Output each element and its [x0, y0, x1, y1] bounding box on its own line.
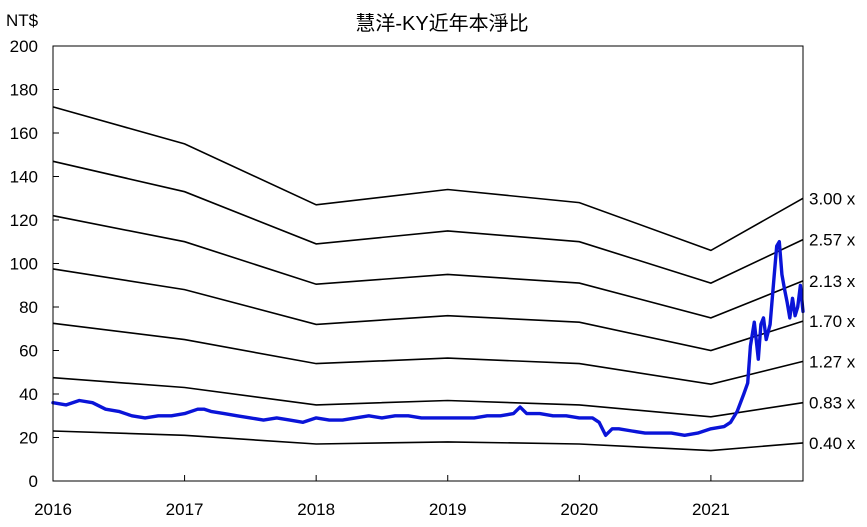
pb-band-line-3 [52, 268, 804, 352]
y-axis-unit-label: NT$ [6, 11, 39, 30]
price-line [51, 240, 805, 437]
x-tick-label: 2019 [429, 500, 467, 519]
x-tick-label: 2018 [297, 500, 335, 519]
x-tick-label: 2020 [560, 500, 598, 519]
plot-frame [52, 45, 804, 482]
x-tick-label: 2017 [166, 500, 204, 519]
pb-band-line-4 [52, 322, 804, 386]
pb-band-line-0 [52, 106, 804, 252]
y-tick-label: 140 [10, 168, 38, 187]
band-label-0: 3.00 x [809, 189, 856, 208]
y-tick-label: 180 [10, 81, 38, 100]
y-tick-label: 40 [19, 385, 38, 404]
band-label-3: 1.70 x [809, 312, 856, 331]
y-tick-label: 160 [10, 124, 38, 143]
y-tick-label: 20 [19, 429, 38, 448]
band-label-6: 0.40 x [809, 434, 856, 453]
band-label-4: 1.27 x [809, 352, 856, 371]
chart-title: 慧洋-KY近年本淨比 [355, 12, 528, 35]
pb-band-line-2 [52, 214, 804, 319]
y-tick-label: 100 [10, 255, 38, 274]
pb-band-line-5 [52, 376, 804, 418]
pb-band-line-6 [52, 430, 804, 452]
band-label-2: 2.13 x [809, 272, 856, 291]
y-tick-label: 200 [10, 37, 38, 56]
y-tick-label: 60 [19, 342, 38, 361]
y-tick-label: 0 [29, 472, 38, 491]
y-tick-label: 120 [10, 211, 38, 230]
band-label-1: 2.57 x [809, 231, 856, 250]
x-tick-label: 2021 [692, 500, 730, 519]
x-tick-label: 2016 [34, 500, 72, 519]
band-label-5: 0.83 x [809, 394, 856, 413]
pb-band-line-1 [52, 160, 804, 284]
y-tick-label: 80 [19, 298, 38, 317]
